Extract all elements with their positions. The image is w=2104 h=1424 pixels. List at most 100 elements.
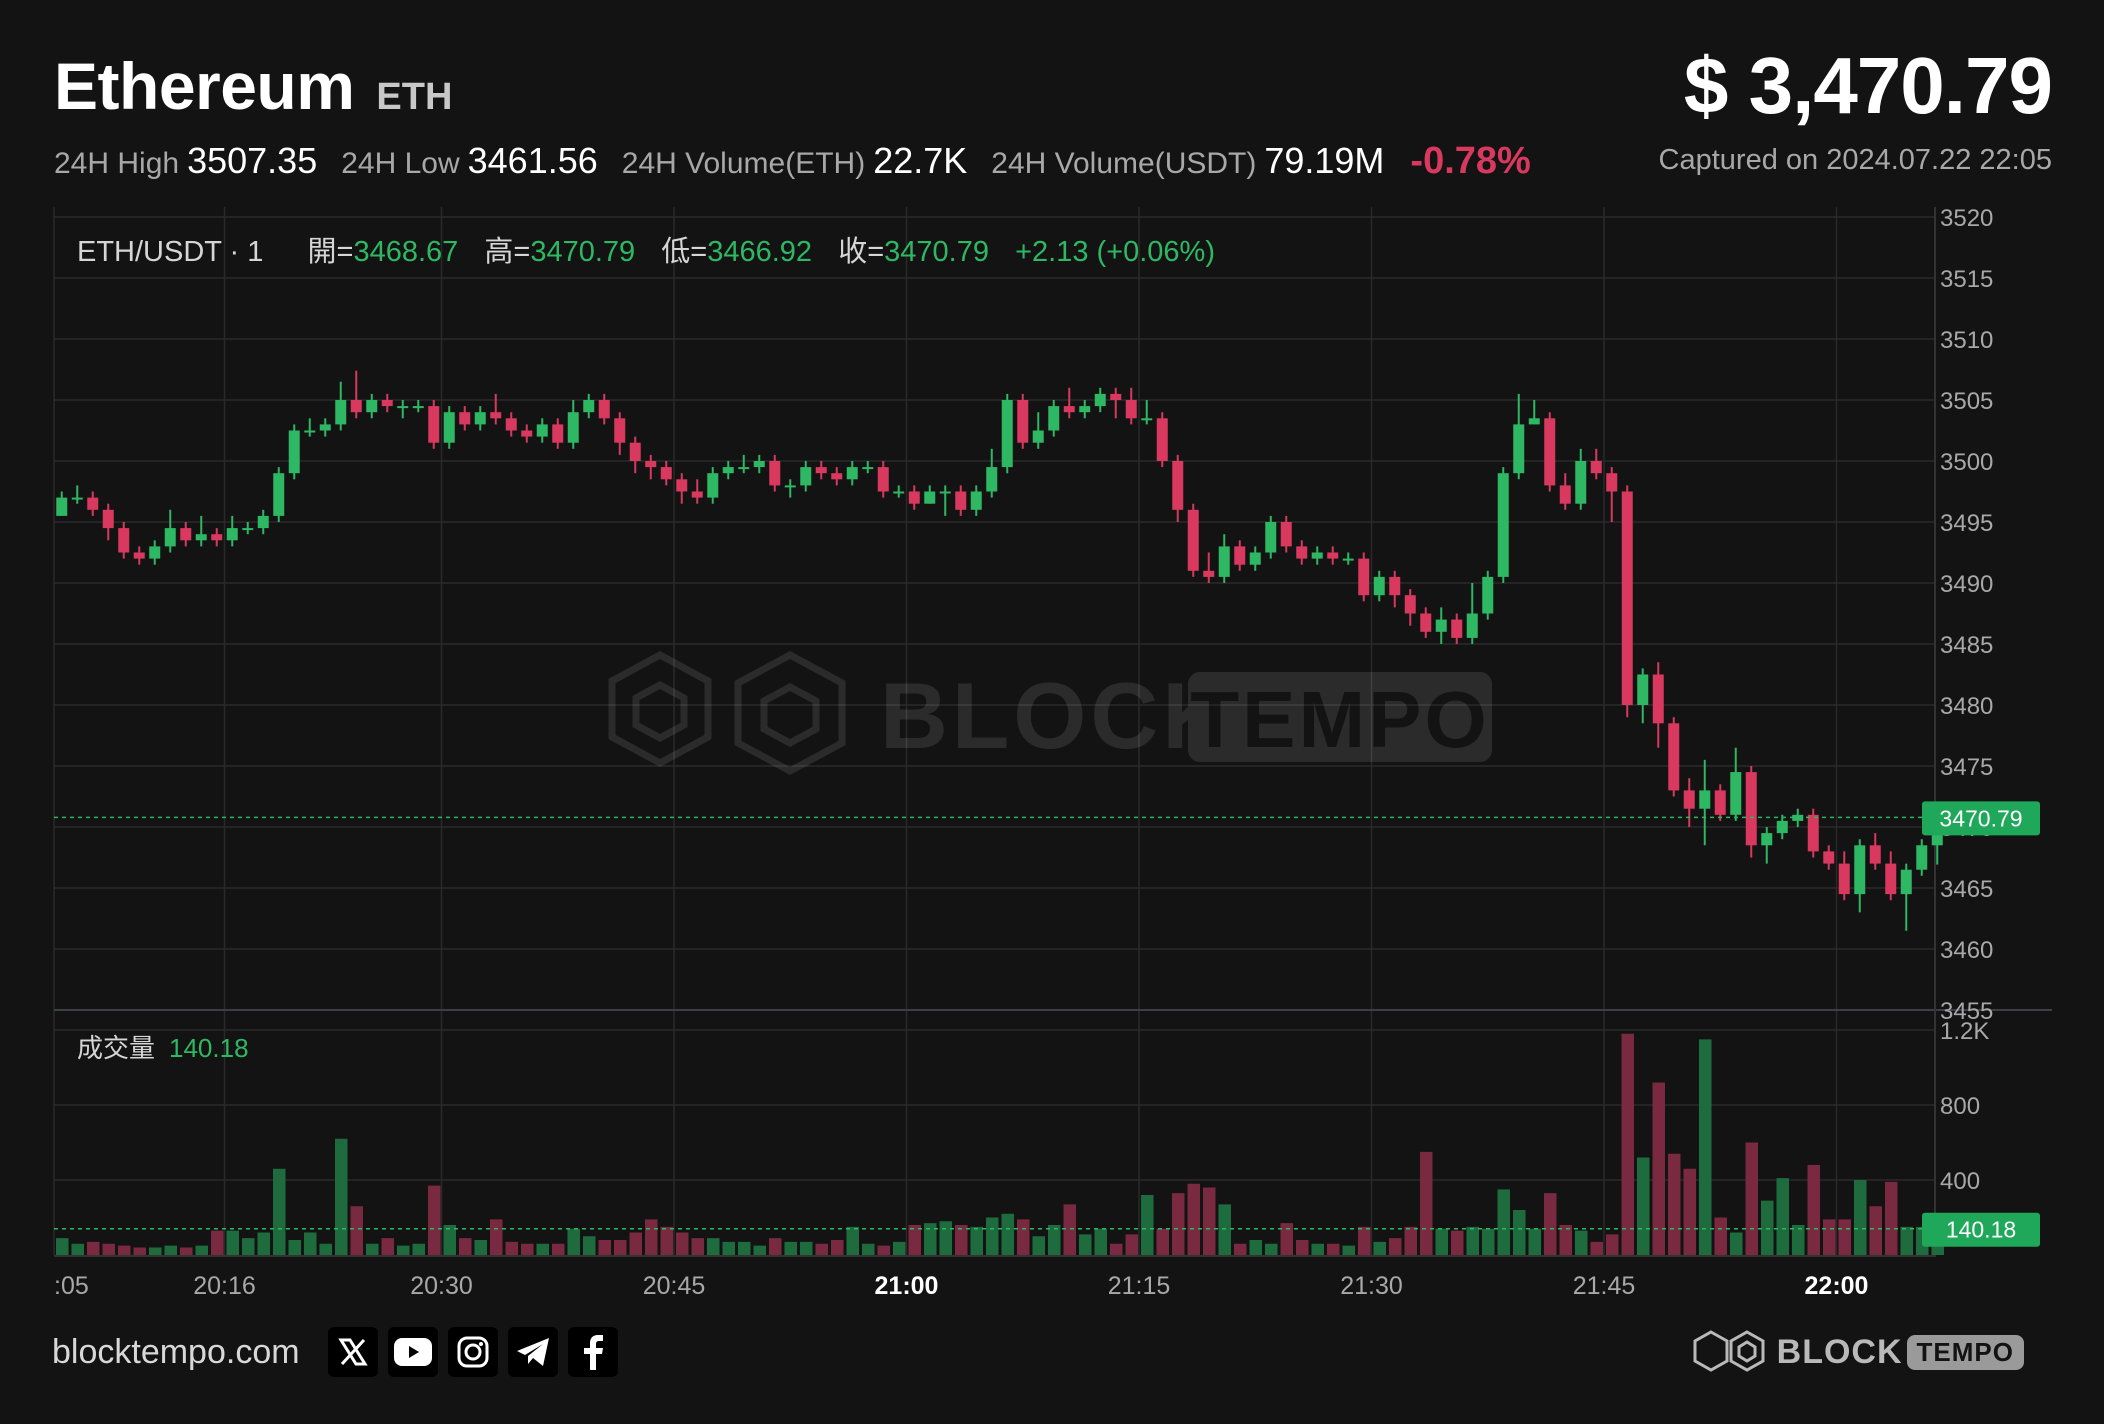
candle-body	[1559, 485, 1571, 504]
candle-body	[1404, 595, 1416, 614]
volume-bar	[1373, 1241, 1386, 1255]
candle-body	[1249, 552, 1261, 565]
volume-bar	[1311, 1243, 1324, 1255]
volume-bar	[71, 1243, 84, 1255]
candle-body	[273, 473, 285, 516]
candle-body	[1280, 522, 1292, 547]
volume-bar	[691, 1238, 704, 1255]
price-tick-label: 3495	[1940, 510, 1993, 537]
volume-bar	[1218, 1204, 1231, 1255]
volume-bar	[1869, 1206, 1882, 1255]
volume-bar	[1187, 1183, 1200, 1255]
candle-body	[924, 491, 936, 504]
candle-body	[1234, 546, 1246, 565]
volume-bar	[195, 1245, 208, 1255]
volume-bar	[133, 1247, 146, 1255]
candle-body	[1482, 576, 1494, 614]
volume-bar	[1110, 1243, 1123, 1255]
candle-body	[1900, 869, 1912, 895]
volume-bar	[1513, 1210, 1526, 1255]
candle-body	[1110, 393, 1122, 400]
candle-body	[180, 528, 192, 541]
candle-body	[1621, 491, 1633, 705]
time-tick-label: 21:15	[1108, 1272, 1171, 1300]
low-label-legend: 低=	[661, 236, 708, 268]
volume-bar	[707, 1238, 720, 1255]
candle-body	[1497, 473, 1509, 577]
candle-body	[428, 406, 440, 443]
last-price-tag	[1922, 801, 2040, 836]
candle-body	[1373, 576, 1385, 596]
watermark-tag-bg	[1188, 672, 1492, 762]
time-tick-label: 21:30	[1340, 1272, 1403, 1300]
volume-bar	[552, 1243, 565, 1255]
volume-legend: 成交量 140.18	[77, 1028, 249, 1065]
price-tick-label: 3490	[1940, 571, 1993, 598]
volume-bar	[831, 1240, 844, 1255]
volume-bar	[1606, 1234, 1619, 1255]
price-tick-label: 3465	[1940, 876, 1993, 903]
site-link[interactable]: blocktempo.com	[52, 1332, 300, 1371]
volume-bar	[1172, 1193, 1185, 1255]
candle-body	[536, 424, 548, 437]
volume-bar	[1435, 1228, 1448, 1255]
volume-bar	[366, 1243, 379, 1255]
open-label: 開=	[307, 236, 354, 268]
low-value-legend: 3466.92	[707, 236, 813, 268]
volume-bar	[1637, 1157, 1650, 1255]
volume-bar	[598, 1240, 611, 1255]
volume-bar	[319, 1243, 332, 1255]
volume-bar	[1497, 1189, 1510, 1255]
ohlc-legend: ETH/USDT · 1 開=3468.67 高=3470.79 低=3466.…	[77, 228, 1215, 270]
volume-bar	[521, 1243, 534, 1255]
candle-body	[1544, 418, 1556, 486]
candle-body	[1590, 461, 1602, 474]
footer-logo-text: BLOCK	[1776, 1332, 1903, 1371]
volume-bar	[1776, 1178, 1789, 1255]
volume-bar	[397, 1245, 410, 1255]
candle-body	[1311, 552, 1323, 559]
volume-bar	[955, 1225, 968, 1255]
youtube-icon[interactable]	[387, 1327, 438, 1377]
candle-body	[691, 491, 703, 498]
facebook-icon[interactable]	[567, 1327, 618, 1377]
candle-body	[986, 467, 998, 492]
volume-bar	[1792, 1225, 1805, 1255]
volume-bar	[1761, 1200, 1774, 1255]
candle-body	[629, 442, 641, 461]
volume-bar	[1683, 1168, 1696, 1255]
footer-logo-tag: TEMPO	[1906, 1334, 2024, 1370]
volume-bar	[102, 1243, 115, 1255]
volume-bar	[614, 1240, 627, 1255]
candle-body	[1714, 790, 1726, 815]
price-tick-label: 3475	[1940, 754, 1993, 781]
volume-bar	[1296, 1240, 1309, 1255]
open-value: 3468.67	[353, 236, 459, 268]
candle-body	[614, 418, 626, 443]
volume-bar	[1094, 1228, 1107, 1255]
volume-bar	[1823, 1219, 1836, 1255]
candle-body	[753, 461, 765, 468]
volume-bar	[629, 1232, 642, 1255]
candle-body	[1652, 674, 1664, 724]
volume-bar	[738, 1241, 751, 1255]
watermark-cube-icon-2	[734, 651, 846, 775]
footer-cube-icon	[1693, 1330, 1765, 1372]
instagram-icon[interactable]	[447, 1327, 498, 1377]
watermark-logo: BLOCK TEMPO	[608, 651, 1492, 775]
candle-body	[1513, 424, 1525, 474]
high-value-legend: 3470.79	[530, 236, 636, 268]
candle-body	[1451, 619, 1463, 638]
volume-bar	[273, 1168, 286, 1255]
candle-body	[149, 546, 161, 559]
candle-body	[552, 424, 564, 443]
x-icon[interactable]	[327, 1327, 378, 1377]
candle-body	[474, 412, 486, 425]
candle-body	[1683, 790, 1695, 809]
high-label: 24H High	[54, 147, 180, 180]
candle-body	[1637, 674, 1649, 705]
telegram-icon[interactable]	[507, 1327, 558, 1377]
candle-body	[366, 400, 378, 413]
volume-bar	[1032, 1236, 1045, 1255]
